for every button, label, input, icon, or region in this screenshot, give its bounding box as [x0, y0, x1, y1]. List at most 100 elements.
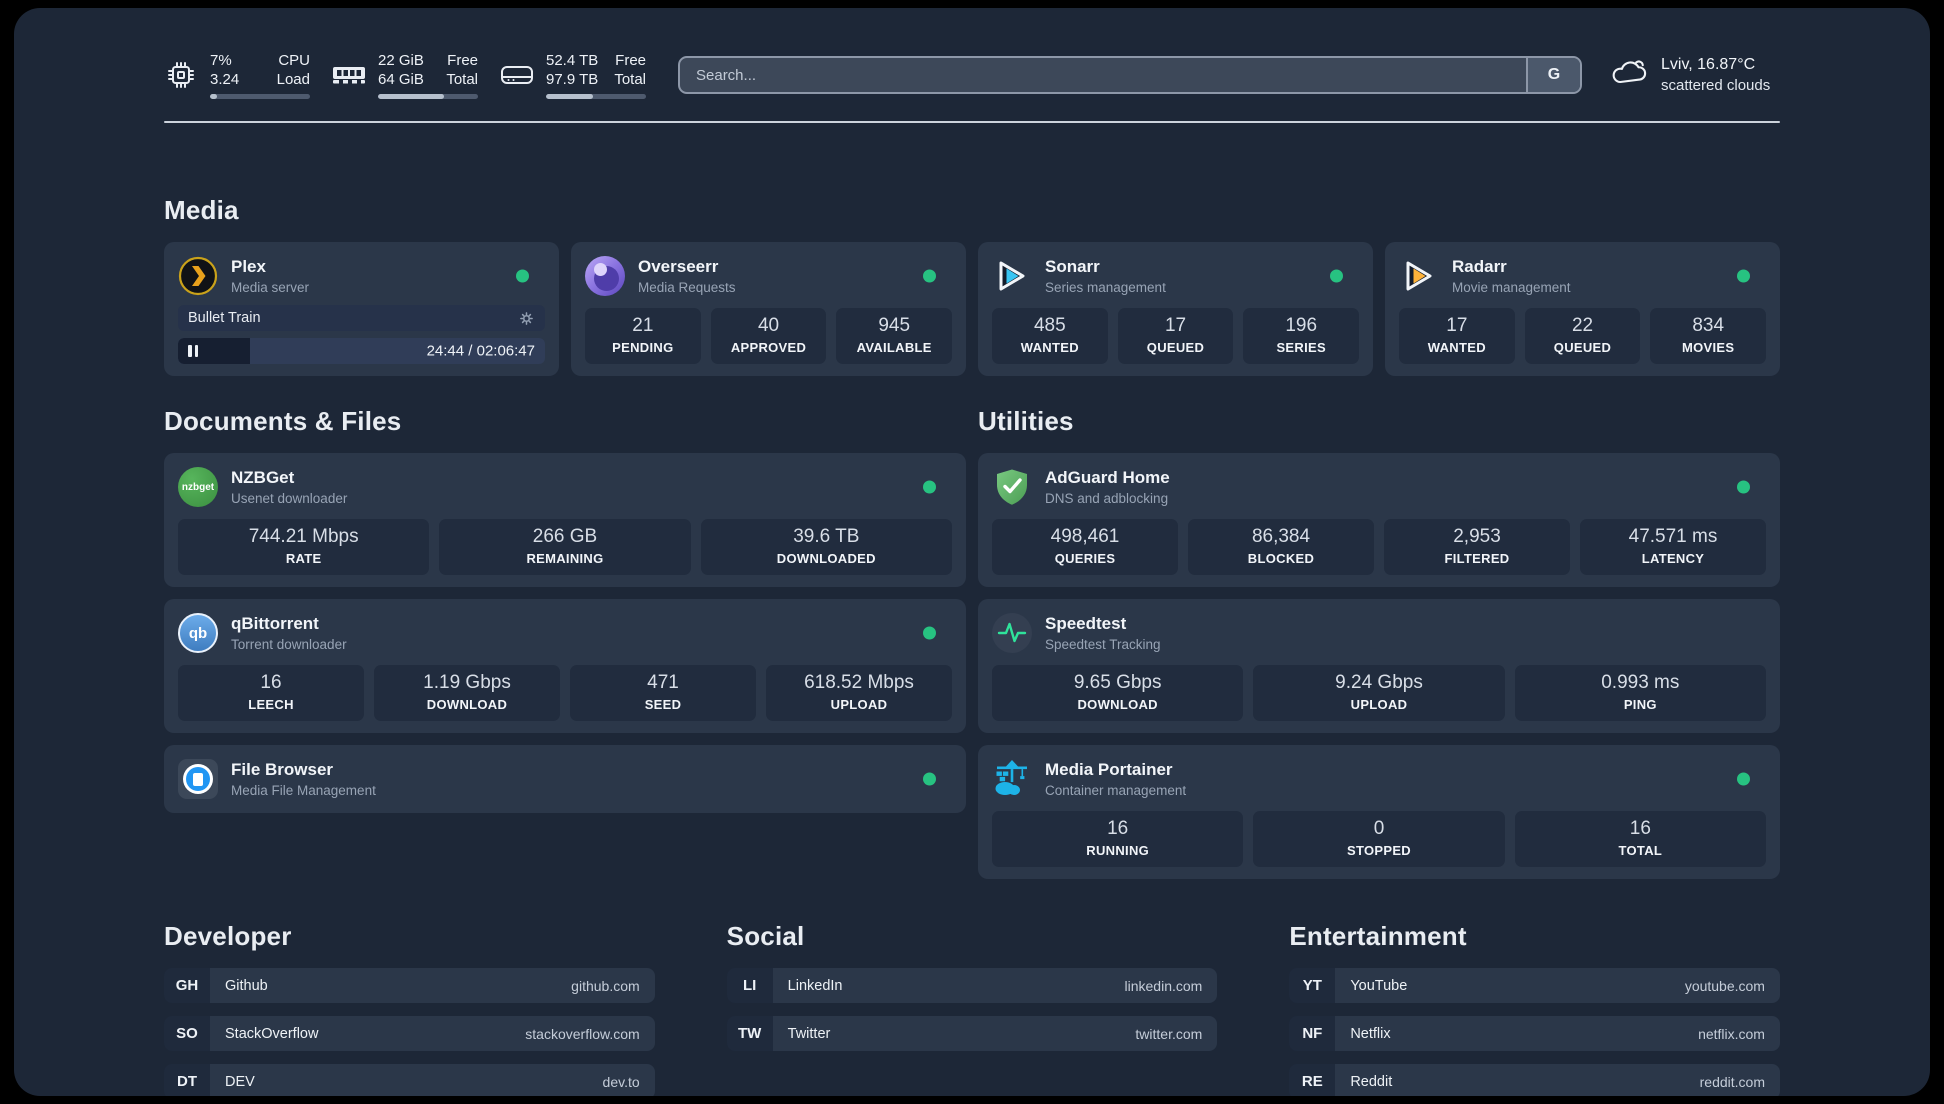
- app-card-adguard[interactable]: AdGuard Home DNS and adblocking 498,461 Q…: [978, 453, 1780, 587]
- stat-label: SEED: [644, 697, 682, 712]
- stat-value: 498,461: [1050, 526, 1120, 547]
- stat-tile: 744.21 Mbps RATE: [178, 519, 430, 575]
- disk-progress-bar: [546, 94, 646, 99]
- plex-icon: [178, 256, 218, 296]
- stat-value: 834: [1692, 315, 1725, 336]
- stat-label: LEECH: [248, 697, 294, 712]
- dashboard-window: 7% 3.24 CPU Load 22 GiB 64 GiB Free Total: [14, 8, 1930, 1096]
- search-input[interactable]: [680, 58, 1526, 92]
- portainer-icon: [992, 759, 1032, 799]
- bookmark-group-entertainment: Entertainment YT YouTube youtube.com NF N…: [1289, 921, 1780, 1096]
- bookmark-url: stackoverflow.com: [525, 1025, 640, 1042]
- app-name: Speedtest: [1045, 614, 1127, 633]
- status-dot: [516, 269, 529, 283]
- header-bar: 7% 3.24 CPU Load 22 GiB 64 GiB Free Total: [164, 8, 1780, 106]
- bookmark-url: dev.to: [602, 1073, 640, 1090]
- section-title-documents: Documents & Files: [164, 406, 402, 436]
- playback-elapsed-segment: [178, 338, 250, 364]
- stat-label: PING: [1623, 697, 1657, 712]
- stat-tile: 196 SERIES: [1243, 308, 1360, 364]
- app-description: Media File Management: [231, 783, 376, 798]
- bookmark-abbr: RE: [1289, 1064, 1336, 1096]
- bookmark-twitter[interactable]: TW Twitter twitter.com: [726, 1016, 1218, 1051]
- stat-label: REMAINING: [526, 551, 604, 566]
- status-dot: [923, 772, 936, 786]
- now-playing-bar[interactable]: Bullet Train: [178, 305, 545, 331]
- cpu-chip-icon: [164, 58, 198, 92]
- bookmark-name: LinkedIn: [787, 977, 843, 994]
- stat-label: STOPPED: [1346, 843, 1411, 858]
- stat-value: 2,953: [1453, 526, 1501, 547]
- pause-icon[interactable]: [188, 345, 198, 357]
- stat-label: QUEUED: [1553, 340, 1612, 355]
- app-card-qbittorrent[interactable]: qb qBittorrent Torrent downloader 16 LEEC…: [164, 599, 966, 733]
- playback-progress-bar[interactable]: 24:44 / 02:06:47: [178, 338, 545, 364]
- bookmark-github[interactable]: GH Github github.com: [164, 968, 655, 1003]
- bookmark-group-social: Social LI LinkedIn linkedin.com TW Twitte…: [726, 921, 1218, 1096]
- memory-progress-bar: [378, 94, 478, 99]
- stat-label: MOVIES: [1681, 340, 1735, 355]
- app-card-nzbget[interactable]: nzbget NZBGet Usenet downloader 744.21 M…: [164, 453, 966, 587]
- app-card-radarr[interactable]: Radarr Movie management 17 WANTED 22 QUEUE…: [1385, 242, 1780, 376]
- bookmark-youtube[interactable]: YT YouTube youtube.com: [1289, 968, 1780, 1003]
- stat-value: 17: [1446, 315, 1468, 336]
- stat-tile: 1.19 Gbps DOWNLOAD: [374, 665, 560, 721]
- disk-values: 52.4 TB 97.9 TB: [546, 52, 599, 88]
- stat-tile: 40 APPROVED: [710, 308, 827, 364]
- stat-tile: 16 RUNNING: [992, 811, 1244, 867]
- bookmark-dev[interactable]: DT DEV dev.to: [164, 1064, 655, 1096]
- app-description: Usenet downloader: [231, 491, 348, 506]
- stat-tile: 471 SEED: [570, 665, 756, 721]
- stat-value: 9.24 Gbps: [1335, 672, 1423, 693]
- bookmark-stackoverflow[interactable]: SO StackOverflow stackoverflow.com: [164, 1016, 655, 1051]
- status-dot: [1737, 480, 1750, 494]
- stat-tile: 9.24 Gbps UPLOAD: [1253, 665, 1505, 721]
- app-card-speedtest[interactable]: Speedtest Speedtest Tracking 9.65 Gbps DO…: [978, 599, 1780, 733]
- bookmark-abbr: SO: [164, 1016, 210, 1051]
- stat-value: 266 GB: [532, 526, 598, 547]
- stat-tile: 485 WANTED: [992, 308, 1108, 364]
- app-description: Speedtest Tracking: [1045, 637, 1161, 652]
- media-card-grid: Plex Media server Bullet Train 24:44 / 0: [164, 242, 1780, 376]
- stat-tile: 0.993 ms PING: [1514, 665, 1766, 721]
- bookmark-netflix[interactable]: NF Netflix netflix.com: [1289, 1016, 1780, 1051]
- stat-value: 22: [1571, 315, 1594, 336]
- stat-label: AVAILABLE: [856, 340, 932, 355]
- bookmark-url: netflix.com: [1698, 1025, 1765, 1042]
- stat-value: 471: [647, 672, 679, 693]
- status-dot: [1737, 772, 1750, 786]
- stat-value: 16: [260, 672, 282, 693]
- stat-label: RATE: [285, 551, 322, 566]
- bookmark-reddit[interactable]: RE Reddit reddit.com: [1289, 1064, 1780, 1096]
- app-description: Series management: [1045, 280, 1166, 295]
- stat-label: WANTED: [1020, 340, 1079, 355]
- app-card-overseerr[interactable]: Overseerr Media Requests 21 PENDING 40 APP…: [571, 242, 966, 376]
- search-engine-button[interactable]: G: [1526, 58, 1580, 92]
- stat-tile: 86,384 BLOCKED: [1188, 519, 1374, 575]
- stat-tile: 498,461 QUERIES: [992, 519, 1178, 575]
- app-card-portainer[interactable]: Media Portainer Container management 16 R…: [978, 745, 1780, 879]
- app-card-sonarr[interactable]: Sonarr Series management 485 WANTED 17 QUE…: [978, 242, 1373, 376]
- bookmark-name: Twitter: [787, 1025, 831, 1042]
- section-title-media: Media: [164, 195, 239, 225]
- app-description: Container management: [1045, 783, 1187, 798]
- stat-label: QUERIES: [1054, 551, 1116, 566]
- status-dot: [923, 626, 936, 640]
- app-name: Sonarr: [1045, 257, 1100, 276]
- stat-tile: 47.571 ms LATENCY: [1580, 519, 1766, 575]
- bookmark-linkedin[interactable]: LI LinkedIn linkedin.com: [726, 968, 1218, 1003]
- app-card-plex[interactable]: Plex Media server Bullet Train 24:44 / 0: [164, 242, 559, 376]
- app-name: Plex: [231, 257, 266, 276]
- hard-drive-icon: [500, 58, 534, 92]
- stat-label: SERIES: [1276, 340, 1326, 355]
- disk-stat-group: 52.4 TB 97.9 TB Free Total: [500, 51, 646, 99]
- memory-stat-group: 22 GiB 64 GiB Free Total: [332, 51, 478, 99]
- stat-tile: 21 PENDING: [585, 308, 701, 364]
- stat-label: UPLOAD: [830, 697, 888, 712]
- disk-labels: Free Total: [614, 52, 646, 88]
- stat-label: DOWNLOAD: [1077, 697, 1158, 712]
- settings-icon[interactable]: [518, 310, 535, 327]
- app-card-filebrowser[interactable]: File Browser Media File Management: [164, 745, 966, 813]
- stat-value: 485: [1033, 315, 1066, 336]
- stat-label: TOTAL: [1618, 843, 1663, 858]
